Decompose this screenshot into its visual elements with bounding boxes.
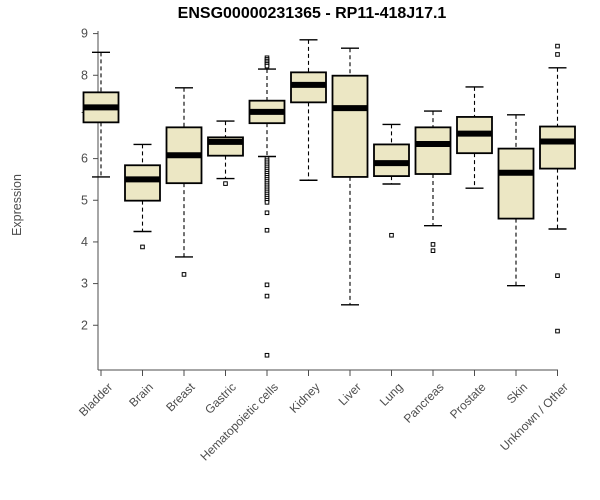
svg-text:9: 9 bbox=[81, 27, 88, 41]
svg-text:5: 5 bbox=[81, 193, 88, 207]
svg-text:4: 4 bbox=[81, 235, 88, 249]
svg-text:6: 6 bbox=[81, 152, 88, 166]
svg-text:8: 8 bbox=[81, 68, 88, 82]
svg-text:2: 2 bbox=[81, 318, 88, 332]
svg-text:3: 3 bbox=[81, 277, 88, 291]
